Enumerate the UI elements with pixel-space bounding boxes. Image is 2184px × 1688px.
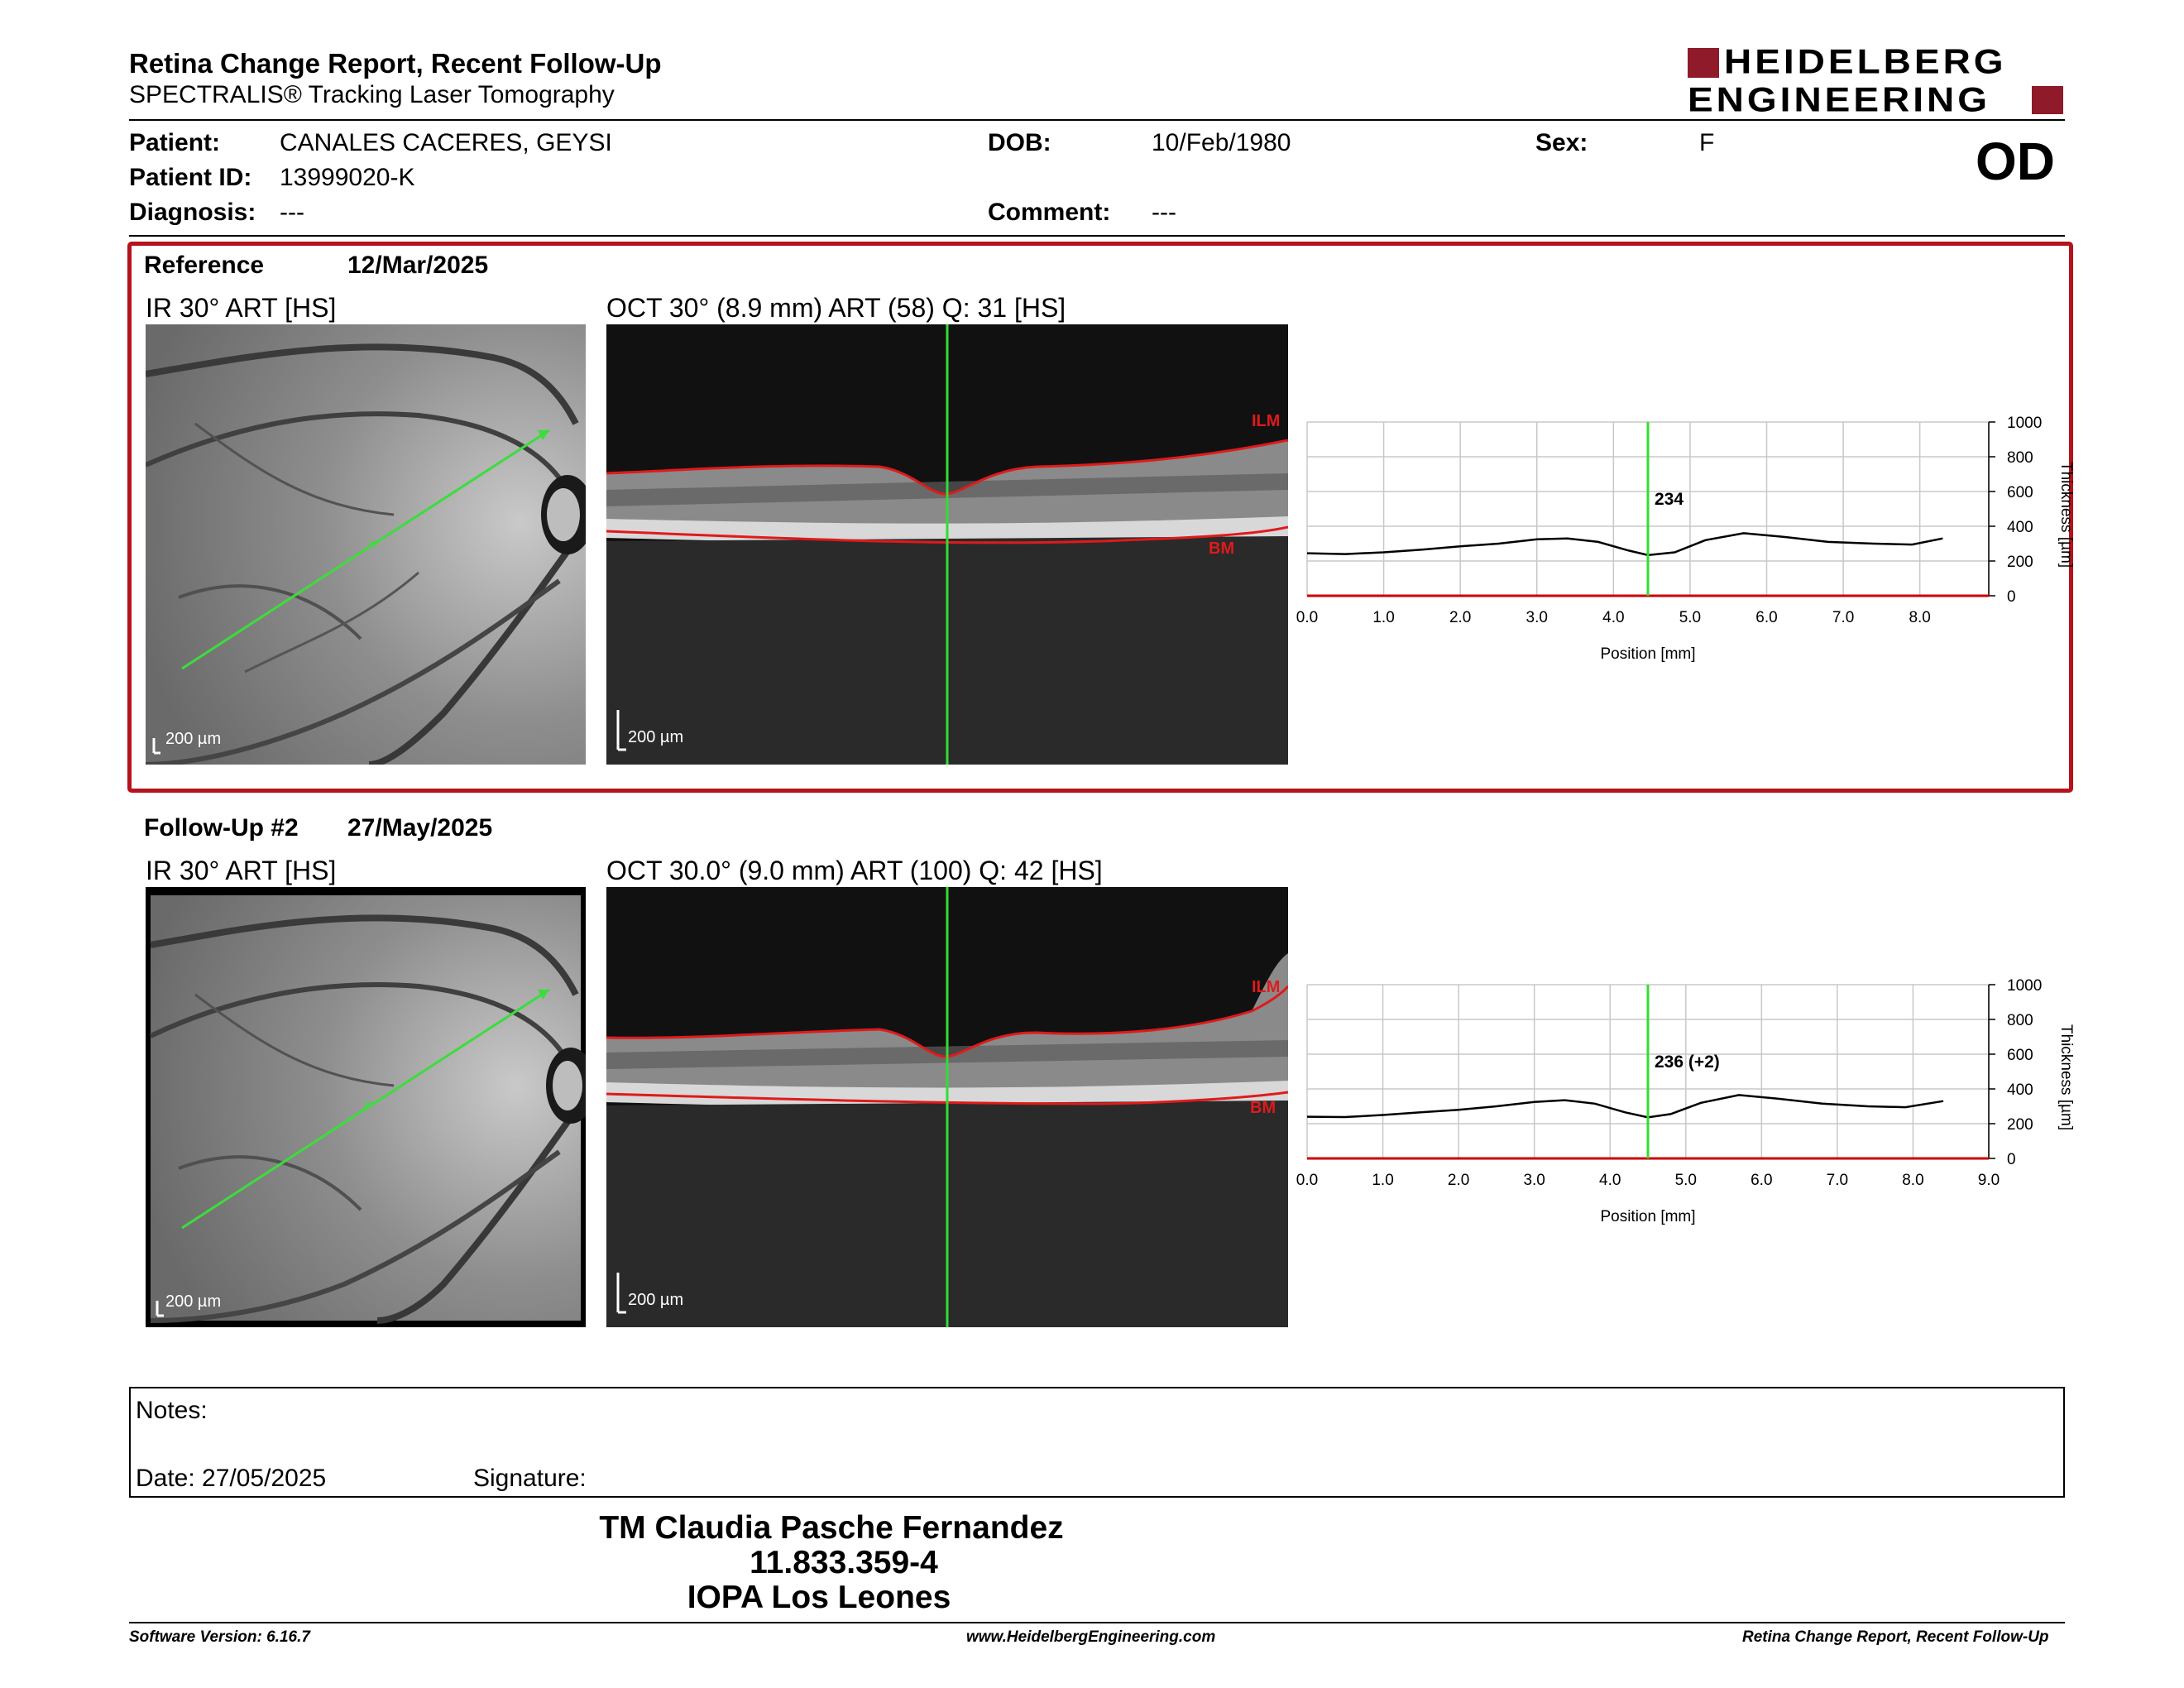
y-tick-label: 1000 [2007,415,2042,432]
patient-name: CANALES CACERES, GEYSI [280,129,612,156]
reference-panel [127,242,2073,793]
followup-thickness-chart: 0.0 1.0 2.0 3.0 4.0 5.0 6.0 7.0 8.0 9.0 0 200 400 600… [1296,977,2075,1225]
diagnosis-value: --- [280,199,304,226]
patient-id-label: Patient ID: [129,164,252,191]
sex-value: F [1699,129,1715,156]
report-title: Retina Change Report, Recent Follow-Up [129,48,662,79]
x-tick-label: 5.0 [1679,609,1701,626]
y-tick-label: 400 [2007,1081,2033,1099]
followup-bm-label: BM [1250,1099,1276,1117]
dob-value: 10/Feb/1980 [1152,129,1291,156]
svg-text:×: × [362,1096,372,1115]
signature-label: Signature: [473,1465,587,1492]
comment-value: --- [1152,199,1176,226]
followup-oct-bscan-image: ILM BM 200 µm [606,887,1288,1327]
footer-software-version: Software Version: 6.16.7 [129,1628,310,1646]
notes-box: Notes: Date: 27/05/2025 Signature: [129,1387,2065,1498]
x-tick-label: 8.0 [1909,609,1930,626]
followup-ir-title: IR 30° ART [HS] [146,856,337,885]
notes-date: Date: 27/05/2025 [136,1465,327,1492]
x-tick-label: 3.0 [1523,1172,1545,1189]
x-tick-label: 8.0 [1902,1172,1923,1189]
patient-label: Patient: [129,129,221,156]
x-tick-label: 4.0 [1602,609,1624,626]
x-tick-label: 0.0 [1296,609,1318,626]
x-tick-label: 6.0 [1755,609,1777,626]
y-tick-label: 600 [2007,484,2033,501]
x-tick-label: 7.0 [1832,609,1854,626]
y-tick-label: 800 [2007,1012,2033,1029]
y-tick-label: 400 [2007,519,2033,536]
reference-thickness-chart: 0.0 1.0 2.0 3.0 4.0 5.0 6.0 7.0 8.0 0 200 400 600 800… [1296,415,2075,663]
notes-label: Notes: [136,1397,208,1424]
reference-bm-label: BM [1209,539,1235,558]
followup-ir-fundus-image: × 200 µm [146,887,586,1327]
sex-label: Sex: [1535,129,1588,156]
x-tick-label: 9.0 [1978,1172,2000,1189]
footer-report-name: Retina Change Report, Recent Follow-Up [1742,1628,2049,1646]
x-axis-label: Position [mm] [1600,645,1695,663]
reference-oct-bscan-image: ILM BM 200 µm [606,324,1288,765]
x-tick-label: 1.0 [1372,609,1394,626]
thickness-series-line [1306,532,1943,557]
reference-ir-title: IR 30° ART [HS] [146,293,337,323]
reference-label: Reference [144,252,265,279]
stamp-line3: IOPA Los Leones [687,1580,951,1615]
followup-oct-title: OCT 30.0° (9.0 mm) ART (100) Q: 42 [HS] [606,856,1103,885]
logo-line1: HEIDELBERG [1724,41,2007,81]
dob-label: DOB: [988,129,1051,156]
stamp-id: 11.833.359-4 [0,1546,2184,1580]
stamp-line1: TM Claudia Pasche Fernandez [599,1510,1064,1546]
reference-date: 12/Mar/2025 [347,252,489,279]
logo-square-icon [2032,86,2063,114]
x-tick-label: 4.0 [1599,1172,1621,1189]
stamp-name: TM Claudia Pasche Fernandez [0,1511,2184,1546]
reference-oct-scale: 200 µm [628,728,684,746]
stamp-org: IOPA Los Leones [0,1580,2184,1615]
y-axis-label: Thickness [µm] [2057,1024,2075,1130]
y-tick-label: 200 [2007,1116,2033,1134]
comment-label: Comment: [988,199,1111,226]
x-tick-label: 2.0 [1449,609,1471,626]
y-tick-label: 800 [2007,449,2033,467]
followup-ilm-label: ILM [1252,978,1281,996]
x-tick-label: 6.0 [1751,1172,1772,1189]
followup-oct-scale: 200 µm [628,1291,684,1309]
marker-value-label: 234 [1655,490,1684,509]
x-tick-label: 1.0 [1372,1172,1393,1189]
logo-line2: ENGINEERING [1688,79,1991,119]
followup-ir-scale: 200 µm [165,1292,222,1311]
x-tick-label: 7.0 [1827,1172,1848,1189]
y-tick-label: 200 [2007,554,2033,571]
patient-id: 13999020-K [280,164,415,191]
stamp-line2: 11.833.359-4 [750,1545,938,1580]
x-axis-label: Position [mm] [1600,1208,1695,1225]
logo-square-icon [1688,48,1719,78]
reference-ir-fundus-image: × 200 µm [146,324,586,765]
y-tick-label: 0 [2007,1151,2016,1168]
reference-oct-title: OCT 30° (8.9 mm) ART (58) Q: 31 [HS] [606,293,1066,323]
y-tick-label: 600 [2007,1047,2033,1064]
svg-text:×: × [367,535,377,554]
diagnosis-label: Diagnosis: [129,199,256,226]
footer-website-link[interactable]: www.HeidelbergEngineering.com [966,1628,1216,1646]
x-tick-label: 0.0 [1296,1172,1318,1189]
reference-ilm-label: ILM [1252,412,1281,430]
followup-date: 27/May/2025 [347,814,493,842]
marker-value-label: 236 (+2) [1655,1053,1720,1072]
x-tick-label: 5.0 [1675,1172,1697,1189]
y-axis-label: Thickness [µm] [2057,462,2075,568]
x-tick-label: 3.0 [1526,609,1548,626]
thickness-series-line [1306,1094,1944,1119]
followup-label: Follow-Up #2 [144,814,299,842]
y-tick-label: 0 [2007,588,2016,606]
y-tick-label: 1000 [2007,977,2042,995]
eye-label: OD [1976,132,2055,191]
reference-ir-scale: 200 µm [165,730,222,748]
report-subtitle: SPECTRALIS® Tracking Laser Tomography [129,81,615,108]
x-tick-label: 2.0 [1448,1172,1469,1189]
